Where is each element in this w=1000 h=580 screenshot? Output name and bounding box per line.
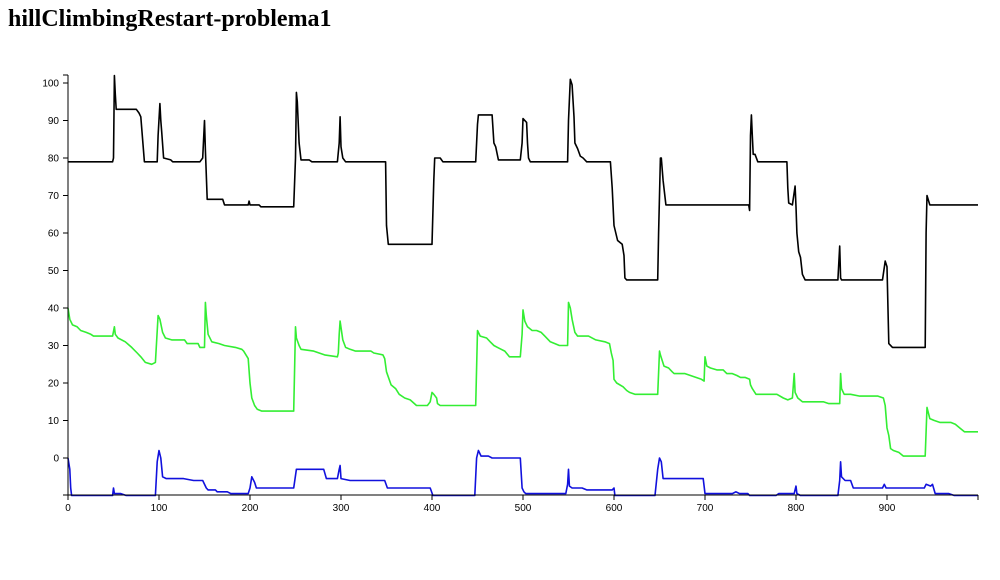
x-tick-label: 700 xyxy=(697,503,714,514)
x-tick-label: 0 xyxy=(65,503,71,514)
x-tick-label: 900 xyxy=(879,503,896,514)
series-layer xyxy=(67,74,978,497)
y-tick-label: 100 xyxy=(42,79,59,90)
y-tick-label: 60 xyxy=(48,229,60,240)
x-tick-label: 500 xyxy=(515,503,532,514)
x-tick-label: 200 xyxy=(242,503,259,514)
y-tick-label: 20 xyxy=(48,379,60,390)
y-tick-label: 0 xyxy=(53,454,59,465)
series-line-2 xyxy=(67,301,978,457)
series-line-1 xyxy=(68,74,978,349)
x-tick-label: 400 xyxy=(424,503,441,514)
y-tick-label: 90 xyxy=(48,116,60,127)
y-tick-label: 70 xyxy=(48,191,60,202)
series-line-3 xyxy=(67,449,978,497)
x-tick-label: 300 xyxy=(333,503,350,514)
y-tick-label: 40 xyxy=(48,304,60,315)
y-tick-label: 50 xyxy=(48,266,60,277)
axis-layer: 0 10 20 30 40 50 60 70 80 90 100 0 100 200 300 400 500 60… xyxy=(42,74,979,514)
y-tick-label: 80 xyxy=(48,154,60,165)
x-tick-label: 800 xyxy=(788,503,805,514)
page-title: hillClimbingRestart-problema1 xyxy=(8,6,332,32)
x-tick-label: 600 xyxy=(606,503,623,514)
y-tick-label: 30 xyxy=(48,341,60,352)
x-tick-label: 100 xyxy=(151,503,168,514)
y-tick-label: 10 xyxy=(48,416,60,427)
